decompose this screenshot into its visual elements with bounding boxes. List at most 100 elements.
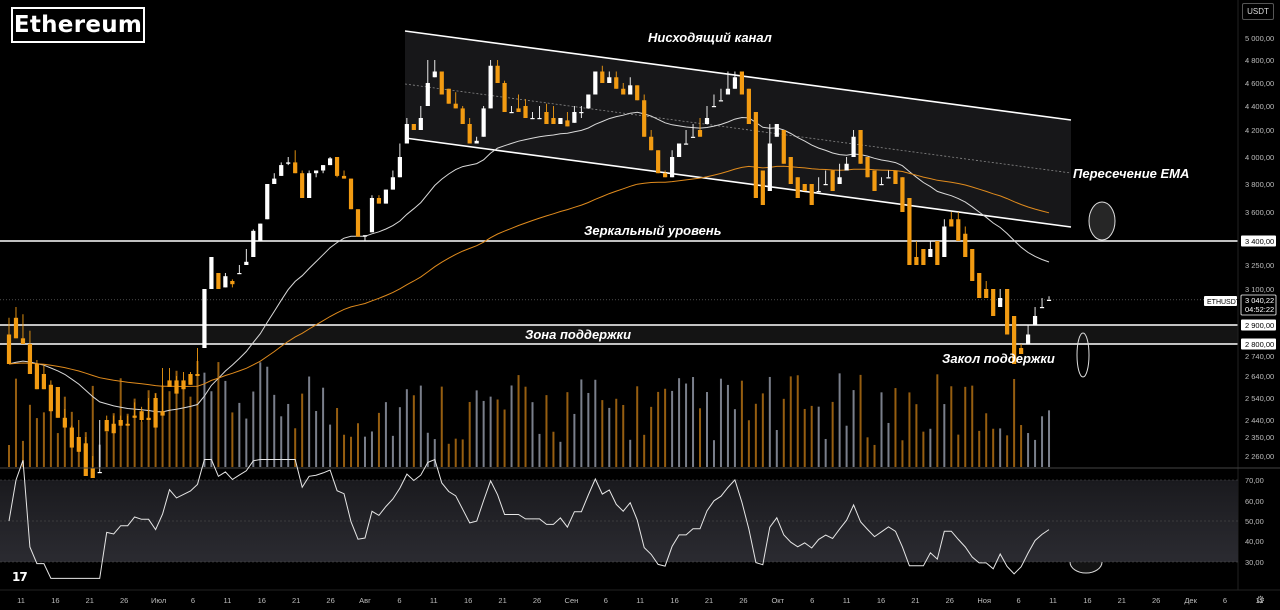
candle: [111, 423, 116, 434]
candle: [970, 249, 975, 281]
annotation-support-sweep: Закол поддержки: [942, 351, 1055, 366]
time-tick-label: 16: [464, 596, 472, 605]
volume-bar: [412, 395, 415, 467]
volume-bar: [496, 399, 499, 467]
volume-bar: [671, 390, 674, 467]
candle: [1019, 348, 1024, 354]
price-tick-label: 3 800,00: [1245, 180, 1274, 189]
candle: [174, 380, 179, 394]
time-tick-label: Сен: [565, 596, 579, 605]
volume-bar: [1013, 378, 1016, 467]
time-tick-label: 11: [636, 596, 644, 605]
price-tick-label: 3 600,00: [1245, 208, 1274, 217]
volume-bar: [482, 400, 485, 467]
countdown-label: 04:52:22: [1245, 305, 1274, 314]
candle: [614, 77, 619, 89]
candle: [251, 230, 256, 257]
candle: [160, 411, 165, 416]
price-tick-label: 2 740,00: [1245, 352, 1274, 361]
candle: [649, 136, 654, 151]
candle: [816, 191, 821, 193]
channel-lower-line: [404, 137, 1072, 228]
gear-icon[interactable]: ⚙: [1256, 595, 1265, 606]
volume-bar: [699, 408, 702, 467]
volume-bar: [28, 404, 31, 467]
time-tick-label: 6: [191, 596, 195, 605]
candle: [739, 71, 744, 95]
candle: [237, 273, 242, 275]
currency-button[interactable]: USDT: [1242, 3, 1274, 20]
volume-bar: [978, 430, 981, 467]
volume-bar: [168, 391, 171, 467]
time-tick-label: 6: [810, 596, 814, 605]
volume-bar: [566, 392, 569, 467]
tradingview-logo-icon[interactable]: 17: [12, 570, 28, 584]
candle: [425, 83, 430, 106]
rsi-line: [8, 458, 1050, 579]
support-sweep-highlight: [1076, 332, 1090, 378]
candle: [844, 163, 849, 171]
price-tick-label: 2 260,00: [1245, 452, 1274, 461]
candle: [998, 298, 1003, 307]
time-tick-label: 21: [498, 596, 506, 605]
volume-bar: [733, 409, 736, 467]
time-tick-label: 11: [1049, 596, 1057, 605]
candle: [369, 198, 375, 233]
candle: [1039, 307, 1045, 309]
price-tick-label: 3 250,00: [1245, 261, 1274, 270]
volume-bar: [294, 428, 297, 467]
support-zone: [0, 325, 1238, 344]
volume-bar: [440, 386, 443, 467]
volume-bar: [859, 374, 862, 467]
time-tick-label: 11: [843, 596, 851, 605]
volume-bar: [908, 392, 911, 467]
candle: [851, 136, 856, 157]
candle: [453, 103, 458, 109]
volume-bar: [803, 408, 806, 467]
volume-bar: [112, 413, 115, 467]
price-tick-label: 2 640,00: [1245, 372, 1274, 381]
rsi-band: [0, 480, 1238, 562]
candle: [537, 118, 542, 120]
volume-bar: [789, 376, 792, 467]
candle: [432, 71, 437, 78]
volume-bar: [971, 385, 974, 467]
candle: [307, 173, 312, 198]
candle: [942, 226, 947, 257]
candle: [774, 124, 779, 137]
volume-bar: [433, 439, 436, 467]
candle: [711, 106, 717, 108]
candle: [963, 233, 968, 257]
candle: [418, 118, 423, 130]
volume-bar: [91, 385, 94, 467]
price-tick-label: 3 100,00: [1245, 285, 1274, 294]
volume-bar: [252, 391, 255, 467]
volume-bar: [559, 441, 562, 467]
volume-bar: [615, 398, 618, 467]
candle: [293, 162, 298, 174]
time-tick-label: 26: [326, 596, 334, 605]
volume-bar: [510, 385, 513, 467]
candle: [572, 112, 577, 123]
time-tick-label: 11: [1256, 596, 1264, 605]
candle: [34, 364, 40, 390]
volume-bar: [817, 406, 820, 467]
candle: [732, 77, 738, 89]
time-tick-label: 26: [946, 596, 954, 605]
volume-bar: [712, 440, 715, 467]
volume-bar: [105, 431, 108, 467]
time-tick-label: 6: [1223, 596, 1227, 605]
candle: [565, 120, 570, 127]
volume-bar: [845, 425, 848, 467]
volume-bar: [1048, 410, 1051, 467]
price-tick-label: 2 350,00: [1245, 433, 1274, 442]
volume-bar: [838, 373, 841, 467]
candle: [544, 112, 549, 124]
candle: [467, 124, 472, 144]
volume-bar: [224, 380, 227, 467]
price-tick-label: 4 600,00: [1245, 79, 1274, 88]
candle: [509, 112, 514, 114]
level-price-tag: [1241, 338, 1276, 350]
candle: [802, 184, 807, 191]
candle: [830, 170, 835, 191]
